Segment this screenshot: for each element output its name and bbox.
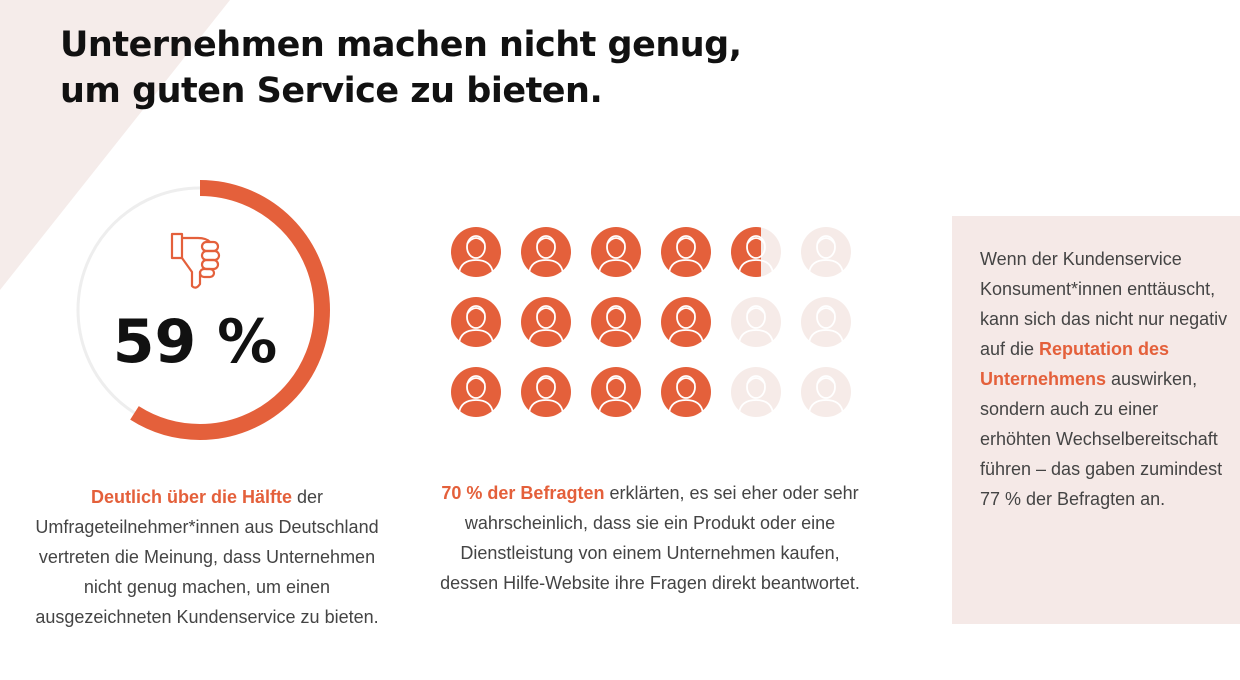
person-avatar-icon — [451, 297, 501, 347]
person-avatar-icon — [521, 367, 571, 417]
background-triangle — [0, 0, 230, 290]
people-pictogram — [451, 227, 851, 417]
person-avatar-icon — [801, 297, 851, 347]
person-avatar-icon — [661, 367, 711, 417]
person-avatar-icon — [521, 297, 571, 347]
caption-middle: 70 % der Befragten erklärten, es sei ehe… — [430, 478, 870, 598]
caption-middle-highlight: 70 % der Befragten — [441, 483, 605, 503]
person-avatar-icon — [451, 367, 501, 417]
person-avatar-icon — [731, 367, 781, 417]
headline-line-2: um guten Service zu bieten. — [60, 71, 603, 111]
caption-left-text: der Umfrageteilnehmer*innen aus Deutschl… — [35, 487, 379, 627]
person-avatar-icon — [801, 367, 851, 417]
person-avatar-icon — [521, 227, 571, 277]
donut-value-label: 59 % — [112, 307, 278, 377]
thumbs-down-icon — [170, 232, 221, 289]
side-panel-text: Wenn der Kundenservice Konsument*innen e… — [980, 244, 1230, 514]
caption-left: Deutlich über die Hälfte der Umfrageteil… — [22, 482, 392, 632]
headline: Unternehmen machen nicht genug, um guten… — [60, 22, 742, 114]
caption-left-highlight: Deutlich über die Hälfte — [90, 487, 292, 507]
donut-chart — [70, 180, 330, 440]
person-avatar-icon — [801, 227, 851, 277]
side-panel-text-after: auswirken, sondern auch zu einer erhöhte… — [980, 369, 1223, 509]
person-avatar-icon — [731, 227, 781, 277]
person-avatar-icon — [661, 227, 711, 277]
headline-line-1: Unternehmen machen nicht genug, — [60, 25, 742, 65]
donut-value-arc — [70, 180, 330, 440]
person-avatar-icon — [591, 227, 641, 277]
caption-middle-text: erklärten, es sei eher oder sehr wahrsch… — [440, 483, 860, 593]
person-avatar-icon — [591, 367, 641, 417]
side-panel-highlight: Reputation des Unternehmens — [980, 339, 1170, 389]
person-avatar-icon — [451, 227, 501, 277]
person-avatar-icon — [731, 297, 781, 347]
person-avatar-icon — [591, 297, 641, 347]
side-panel: Wenn der Kundenservice Konsument*innen e… — [952, 216, 1240, 624]
side-panel-text-before: Wenn der Kundenservice Konsument*innen e… — [980, 249, 1228, 359]
person-avatar-icon — [661, 297, 711, 347]
